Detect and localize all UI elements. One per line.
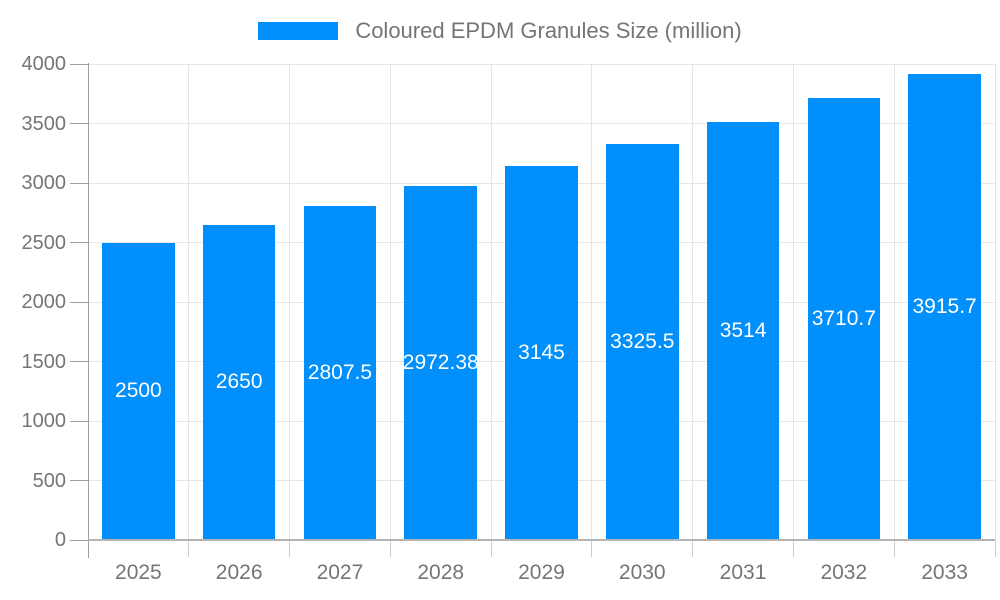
horizontal-gridline	[88, 123, 995, 124]
y-axis-tick	[70, 480, 88, 481]
x-axis-line	[88, 539, 995, 541]
x-axis-tick	[994, 540, 996, 557]
vertical-gridline	[591, 64, 593, 540]
legend-swatch-icon	[258, 22, 339, 40]
y-axis-tick-label: 4000	[21, 53, 67, 75]
y-axis-tick-label: 2500	[21, 231, 67, 254]
y-axis-tick	[70, 539, 88, 541]
vertical-gridline	[792, 64, 794, 540]
x-axis-tick	[792, 540, 794, 557]
y-axis-tick-label: 1000	[21, 410, 67, 432]
vertical-gridline	[994, 64, 996, 540]
y-axis-tick-label: 2000	[21, 291, 67, 313]
vertical-gridline	[490, 64, 492, 540]
x-axis-category-label: 2026	[215, 561, 263, 584]
y-axis-tick	[70, 420, 88, 422]
x-axis-category-label: 2025	[115, 561, 162, 584]
y-axis-tick-label: 3000	[21, 172, 67, 194]
x-axis-category-label: 2031	[719, 561, 767, 584]
y-axis-tick	[70, 63, 88, 65]
y-axis-tick	[70, 123, 88, 124]
bar[interactable]: 3145	[505, 165, 578, 540]
vertical-gridline	[289, 64, 291, 540]
y-axis-tick	[70, 301, 88, 303]
legend[interactable]: Coloured EPDM Granules Size (million)	[0, 17, 1000, 45]
vertical-gridline	[188, 64, 190, 540]
x-axis-tick	[591, 540, 593, 557]
vertical-gridline	[692, 64, 694, 540]
bar[interactable]: 2650	[202, 224, 276, 540]
vertical-gridline	[389, 64, 391, 540]
x-axis-tick	[490, 540, 492, 557]
x-axis-tick	[289, 540, 291, 557]
x-axis-tick	[389, 540, 391, 557]
bar-value-label: 3325.5	[610, 330, 675, 354]
x-axis-category-label: 2032	[820, 561, 868, 584]
bar-value-label: 3514	[719, 318, 767, 342]
y-axis-tick-label: 1500	[21, 350, 67, 373]
y-axis-line	[87, 63, 89, 558]
legend-label: Coloured EPDM Granules Size (million)	[355, 18, 742, 43]
y-axis-tick	[70, 242, 88, 243]
x-axis-category-label: 2027	[316, 561, 364, 584]
x-axis-tick	[893, 540, 895, 557]
vertical-gridline	[893, 64, 895, 540]
y-axis-tick	[70, 182, 88, 184]
bar-value-label: 2972.38	[402, 351, 479, 375]
bar-value-label: 2650	[215, 370, 263, 394]
y-axis-tick-label: 0	[54, 529, 66, 551]
bar[interactable]: 2972.38	[402, 186, 479, 540]
bar[interactable]: 3915.7	[908, 74, 981, 540]
bar-value-label: 3145	[518, 340, 565, 364]
y-axis-tick	[70, 361, 88, 362]
bar[interactable]: 3710.7	[807, 98, 881, 540]
x-axis-tick	[188, 540, 190, 557]
bar[interactable]: 3325.5	[606, 144, 679, 540]
bar-value-label: 2500	[115, 379, 162, 403]
x-axis-category-label: 2029	[518, 561, 565, 584]
bar-value-label: 3915.7	[912, 295, 977, 318]
bar[interactable]: 3514	[706, 121, 780, 540]
x-axis-tick	[692, 540, 694, 557]
bar-value-label: 2807.5	[307, 360, 373, 384]
x-axis-category-label: 2030	[618, 561, 666, 584]
y-axis-tick-label: 3500	[21, 112, 67, 135]
bar[interactable]: 2500	[102, 242, 175, 540]
x-axis-category-label: 2028	[417, 561, 465, 584]
x-axis-category-label: 2033	[921, 561, 968, 584]
horizontal-gridline	[88, 63, 995, 65]
bar-value-label: 3710.7	[811, 307, 876, 331]
y-axis-tick-label: 500	[32, 469, 66, 492]
bar[interactable]: 2807.5	[303, 205, 377, 540]
